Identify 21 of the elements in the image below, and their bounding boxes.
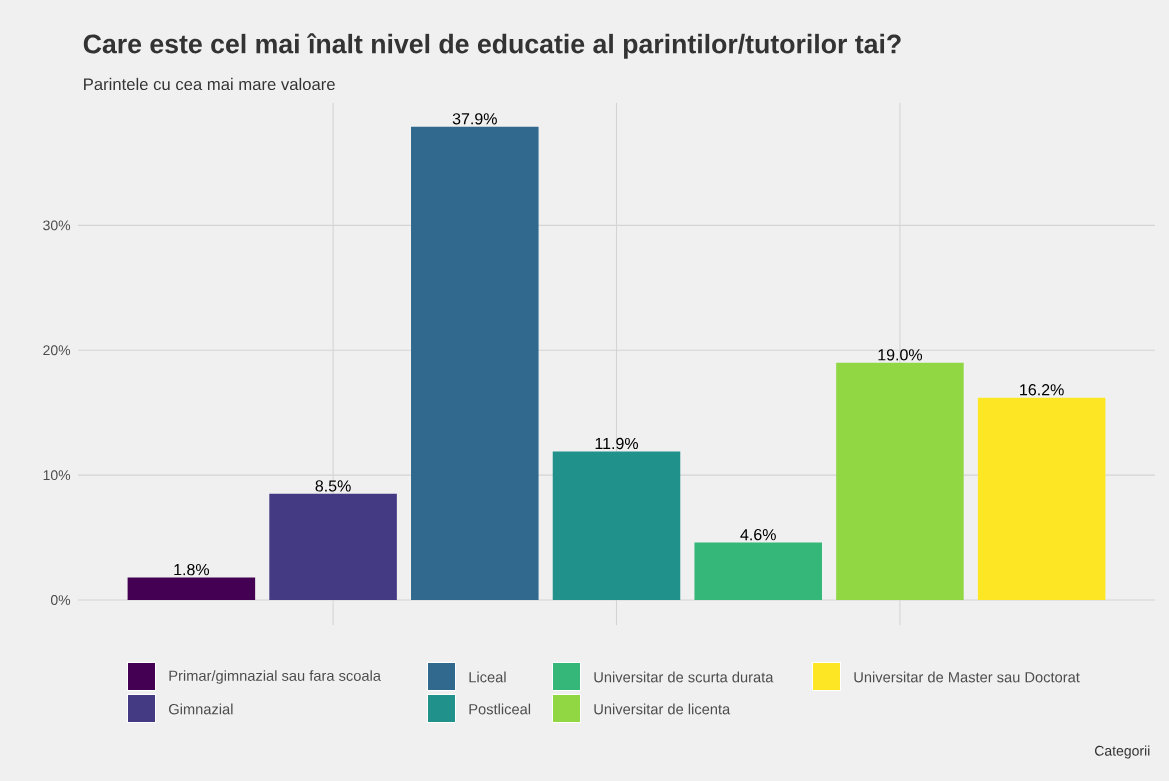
legend-label: Gimnazial (169, 703, 233, 715)
data-label: 4.6% (740, 528, 776, 541)
y-tick-label: 0% (50, 595, 71, 605)
data-label: 1.8% (174, 563, 210, 576)
data-label: 19.0% (878, 349, 923, 361)
legend-label: Universitar de licenta (594, 703, 731, 715)
data-label: 16.2% (1020, 384, 1064, 396)
text: Categorii (1094, 745, 1150, 759)
legend-label: Liceal (469, 671, 506, 683)
y-tick-label: 20% (43, 345, 71, 356)
data-label: 11.9% (595, 437, 639, 450)
legend-label: Universitar de Master sau Doctorat (854, 671, 1080, 683)
y-tick-label: 30% (43, 220, 71, 231)
legend-label: Primar/gimnazial sau fara scoala (169, 670, 381, 684)
chart-title: Care este cel mai înalt nivel de educatie al parintilor/tutorilor tai? (83, 33, 901, 59)
chart-subtitle: Parintele cu cea mai mare valoare (84, 77, 335, 91)
legend-label: Postliceal (469, 703, 531, 715)
data-label: 8.5% (315, 480, 351, 492)
data-label: 37.9% (452, 113, 497, 125)
y-tick-label: 10% (43, 470, 71, 481)
legend-label: Universitar de scurta durata (594, 671, 774, 683)
